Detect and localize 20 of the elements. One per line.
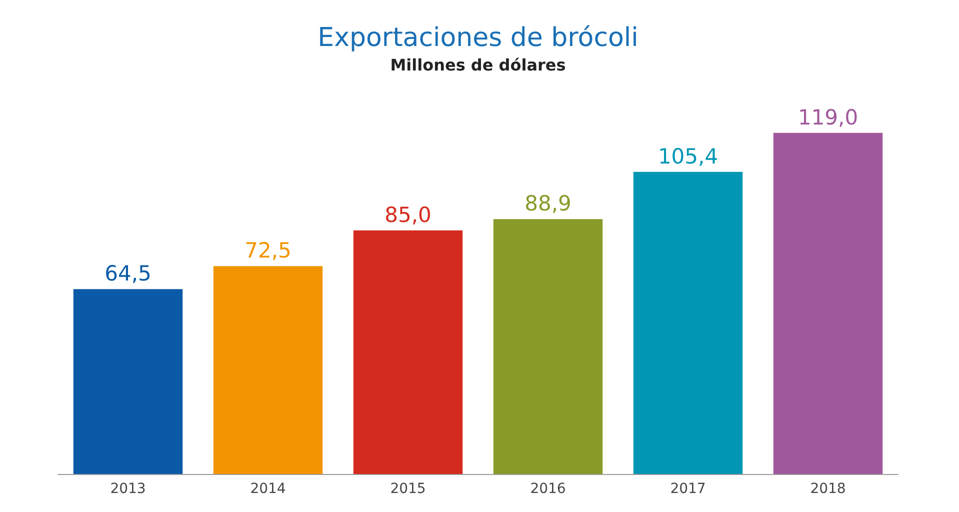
data-label: 105,4 [658, 144, 718, 168]
bar [633, 172, 743, 474]
x-tick-label: 2013 [110, 481, 146, 497]
x-tick-label: 2016 [530, 481, 566, 497]
x-tick-label: 2015 [390, 481, 426, 497]
bar [73, 289, 183, 474]
x-tick-label: 2014 [250, 481, 286, 497]
bar [773, 132, 883, 474]
chart-subtitle: Millones de dólares [390, 56, 566, 74]
data-label: 119,0 [798, 105, 858, 130]
data-label: 64,5 [104, 262, 152, 286]
x-tick-label: 2017 [670, 481, 706, 497]
chart-title: Exportaciones de brócoli [318, 23, 638, 53]
data-label: 72,5 [244, 238, 292, 263]
data-label: 88,9 [524, 192, 572, 216]
bar [353, 230, 463, 474]
data-label: 85,0 [384, 202, 432, 227]
bar [213, 266, 323, 474]
x-tick-label: 2018 [810, 481, 846, 497]
bar [493, 219, 603, 474]
